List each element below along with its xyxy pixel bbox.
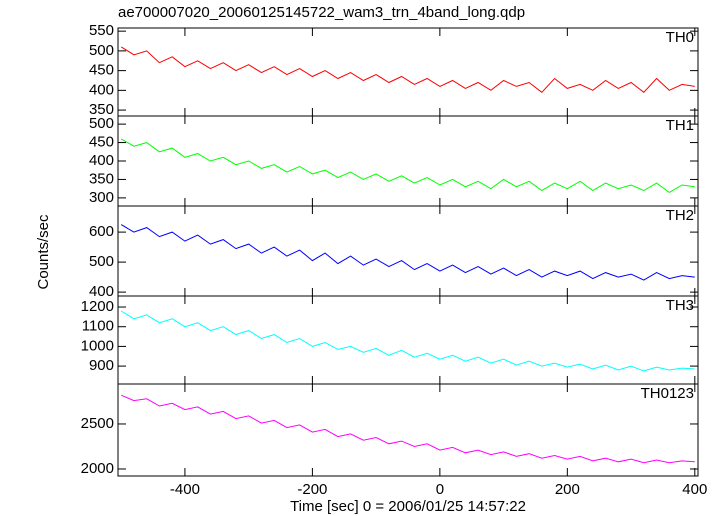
- y-tick-label: 600: [89, 223, 114, 240]
- y-tick-label: 350: [89, 101, 114, 118]
- y-tick-label: 400: [89, 81, 114, 98]
- x-tick-label: -200: [297, 481, 327, 498]
- y-tick-label: 2000: [81, 460, 114, 477]
- light-curve: [120, 224, 695, 281]
- light-curve: [120, 46, 695, 93]
- light-curve: [120, 310, 695, 372]
- y-tick-label: 500: [89, 115, 114, 132]
- y-tick-label: 400: [89, 283, 114, 300]
- x-tick-label: -400: [170, 481, 200, 498]
- y-tick-label: 450: [89, 62, 114, 79]
- panel-label: TH2: [666, 207, 694, 224]
- panel-label: TH0123: [641, 385, 694, 402]
- y-tick-label: 2500: [81, 415, 114, 432]
- chart-title: ae700007020_20060125145722_wam3_trn_4ban…: [118, 4, 525, 21]
- x-tick-label: 200: [555, 481, 580, 498]
- y-tick-label: 1000: [81, 337, 114, 354]
- panel-frame: [117, 383, 699, 477]
- y-tick-label: 1200: [81, 298, 114, 315]
- y-tick-label: 1100: [82, 318, 114, 335]
- y-tick-label: 350: [89, 170, 114, 187]
- y-axis-label: Counts/sec: [35, 214, 52, 290]
- y-tick-label: 500: [89, 253, 114, 270]
- y-tick-label: 300: [89, 189, 114, 206]
- y-tick-label: 450: [89, 134, 114, 151]
- panel-label: TH1: [666, 117, 694, 134]
- panel-label: TH0: [666, 29, 694, 46]
- light-curve: [121, 394, 695, 464]
- y-tick-label: 550: [89, 22, 114, 39]
- x-tick-label: 400: [682, 481, 707, 498]
- light-curve: [120, 138, 695, 193]
- x-tick-label: 0: [436, 481, 444, 498]
- x-axis-label: Time [sec] 0 = 2006/01/25 14:57:22: [290, 498, 526, 515]
- y-tick-label: 400: [89, 152, 114, 169]
- y-tick-label: 900: [89, 357, 114, 374]
- panel-label: TH3: [666, 297, 694, 314]
- y-tick-label: 500: [89, 42, 114, 59]
